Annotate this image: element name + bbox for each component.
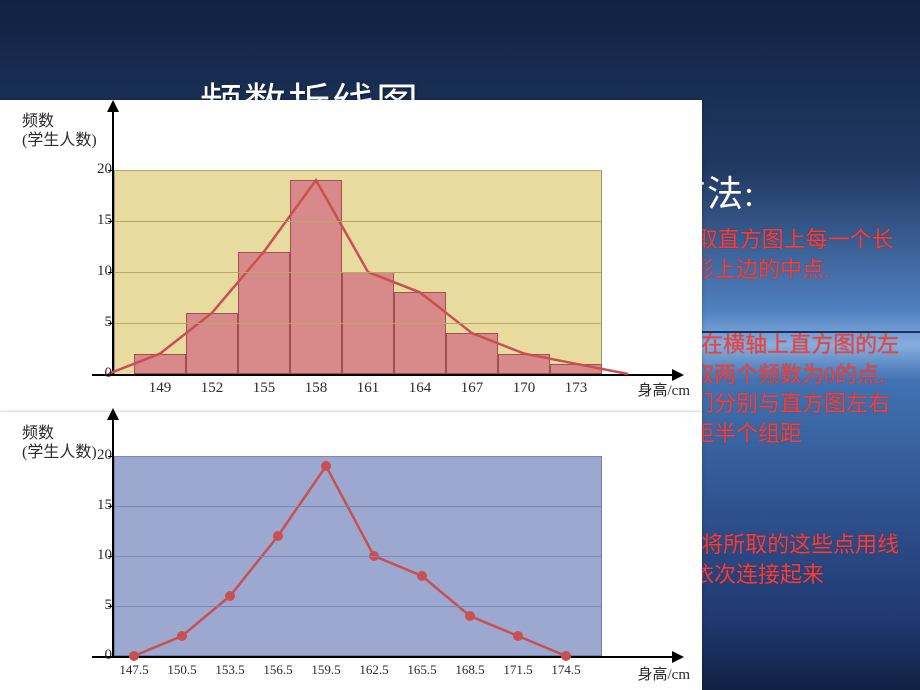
step-3-text: .(3)将所取的这些点用线段依次连接起来 — [670, 530, 900, 589]
chart1-xtick: 149 — [149, 380, 172, 397]
chart1-xtick: 161 — [357, 380, 380, 397]
chart2-xtick: 156.5 — [263, 662, 292, 678]
chart2-y-arrow-icon — [107, 408, 119, 420]
chart2-xtick: 171.5 — [503, 662, 532, 678]
chart1-y-label-1: 频数 — [22, 112, 97, 131]
histogram-chart: 频数 (学生人数) 05101520 149152155158161164167… — [0, 100, 702, 412]
chart2-x-axis — [92, 656, 674, 658]
chart2-y-label: 频数 (学生人数) — [22, 424, 97, 462]
chart1-y-label-2: (学生人数) — [22, 131, 97, 150]
polygon-chart: 频数 (学生人数) 05101520 147.5150.5153.5156.51… — [0, 412, 702, 690]
chart2-xtick: 174.5 — [551, 662, 580, 678]
step-2-text: (2) 在横轴上直方图的左右取两个频数为0的点, 它们分别与直方图左右相距半个组… — [670, 330, 900, 449]
chart2-xtick: 162.5 — [359, 662, 388, 678]
chart2-xtick: 147.5 — [119, 662, 148, 678]
chart1-x-label: 身高/cm — [638, 379, 691, 400]
chart2-xtick: 153.5 — [215, 662, 244, 678]
chart1-xtick: 170 — [513, 380, 536, 397]
chart1-polygon — [114, 170, 602, 376]
chart2-x-arrow-icon — [672, 651, 684, 663]
chart2-xtick: 159.5 — [311, 662, 340, 678]
step-1-text: (1)取直方图上每一个长方形上边的中点. — [670, 225, 900, 284]
chart1-xtick: 155 — [253, 380, 276, 397]
chart2-xtick: 150.5 — [167, 662, 196, 678]
chart2-x-label: 身高/cm — [638, 663, 691, 684]
chart1-xtick: 158 — [305, 380, 328, 397]
chart2-xtick: 168.5 — [455, 662, 484, 678]
chart2-y-label-1: 频数 — [22, 424, 97, 443]
chart1-xtick: 167 — [461, 380, 484, 397]
chart1-y-arrow-icon — [107, 100, 119, 112]
chart1-y-label: 频数 (学生人数) — [22, 112, 97, 150]
chart1-xtick: 164 — [409, 380, 432, 397]
chart1-xtick: 152 — [201, 380, 224, 397]
chart2-y-label-2: (学生人数) — [22, 443, 97, 462]
chart1-xtick: 173 — [565, 380, 588, 397]
chart2-xtick: 165.5 — [407, 662, 436, 678]
